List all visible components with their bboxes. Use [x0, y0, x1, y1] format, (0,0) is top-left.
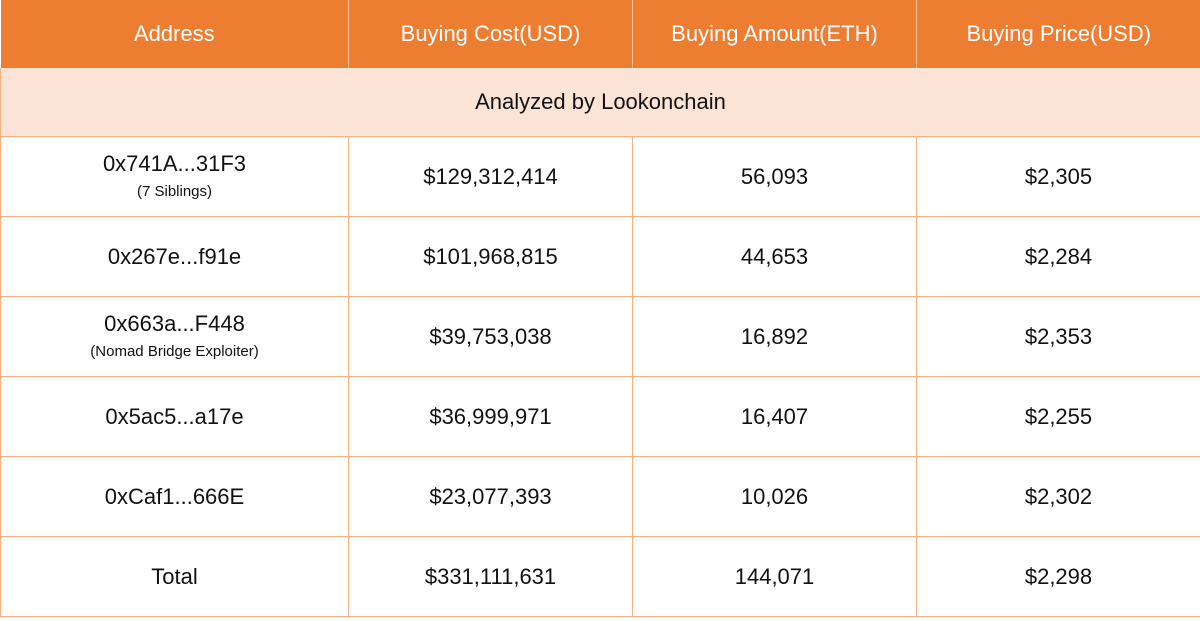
- total-label-cell: Total: [0, 536, 349, 617]
- banner-row: Analyzed by Lookonchain: [0, 68, 1200, 137]
- table-row: 0x741A...31F3 (7 Siblings) $129,312,414 …: [0, 136, 1200, 217]
- buying-price-cell: $2,353: [916, 296, 1200, 377]
- address-cell: 0x741A...31F3 (7 Siblings): [0, 136, 349, 217]
- address-text: 0xCaf1...666E: [104, 483, 245, 509]
- buying-price-cell: $2,284: [916, 216, 1200, 297]
- address-note: (Nomad Bridge Exploiter): [90, 342, 259, 360]
- buying-price-cell: $2,302: [916, 456, 1200, 537]
- column-header-address: Address: [0, 0, 349, 68]
- buying-price-cell: $2,255: [916, 376, 1200, 457]
- buying-cost-cell: $23,077,393: [348, 456, 633, 537]
- address-note: (7 Siblings): [136, 182, 213, 200]
- address-text: 0x663a...F448: [104, 310, 245, 336]
- address-text: 0x741A...31F3: [102, 150, 247, 176]
- table-row: 0xCaf1...666E $23,077,393 10,026 $2,302: [0, 456, 1200, 537]
- table-row: 0x267e...f91e $101,968,815 44,653 $2,284: [0, 216, 1200, 297]
- header-row: Address Buying Cost(USD) Buying Amount(E…: [0, 0, 1200, 68]
- address-cell: 0x663a...F448 (Nomad Bridge Exploiter): [0, 296, 349, 377]
- total-price-cell: $2,298: [916, 536, 1200, 617]
- column-header-buying-cost: Buying Cost(USD): [348, 0, 633, 68]
- buying-amount-cell: 44,653: [632, 216, 917, 297]
- table-row: 0x663a...F448 (Nomad Bridge Exploiter) $…: [0, 296, 1200, 377]
- buying-cost-cell: $36,999,971: [348, 376, 633, 457]
- column-header-buying-amount: Buying Amount(ETH): [632, 0, 917, 68]
- table-row: 0x5ac5...a17e $36,999,971 16,407 $2,255: [0, 376, 1200, 457]
- buying-amount-cell: 16,407: [632, 376, 917, 457]
- buying-amount-cell: 16,892: [632, 296, 917, 377]
- address-text: 0x5ac5...a17e: [105, 403, 244, 429]
- column-header-buying-price: Buying Price(USD): [916, 0, 1200, 68]
- total-amount-cell: 144,071: [632, 536, 917, 617]
- address-cell: 0x267e...f91e: [0, 216, 349, 297]
- address-text: 0x267e...f91e: [107, 243, 242, 269]
- buying-cost-cell: $101,968,815: [348, 216, 633, 297]
- total-row: Total $331,111,631 144,071 $2,298: [0, 536, 1200, 617]
- buying-cost-cell: $129,312,414: [348, 136, 633, 217]
- buying-amount-cell: 10,026: [632, 456, 917, 537]
- buying-price-cell: $2,305: [916, 136, 1200, 217]
- buying-cost-cell: $39,753,038: [348, 296, 633, 377]
- address-cell: 0x5ac5...a17e: [0, 376, 349, 457]
- total-label: Total: [151, 563, 198, 589]
- buying-amount-cell: 56,093: [632, 136, 917, 217]
- analyzed-by-banner: Analyzed by Lookonchain: [0, 68, 1200, 137]
- total-cost-cell: $331,111,631: [348, 536, 633, 617]
- address-cell: 0xCaf1...666E: [0, 456, 349, 537]
